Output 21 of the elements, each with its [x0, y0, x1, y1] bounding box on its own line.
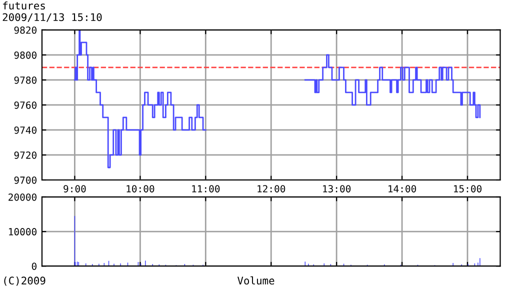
y-tick-label: 9740 — [14, 126, 36, 134]
x-tick-label: 13:00 — [323, 185, 351, 192]
chart-title: futures — [3, 1, 45, 10]
y-tick-label: 20000 — [8, 193, 36, 201]
x-tick-label: 9:00 — [64, 185, 86, 192]
x-tick-label: 14:00 — [388, 185, 416, 192]
x-axis-title: Volume — [237, 276, 274, 285]
text: (C)2009 — [4, 276, 46, 286]
x-tick-label: 15:00 — [454, 185, 482, 192]
x-tick-label: 10:00 — [126, 185, 154, 192]
x-tick-label: 11:00 — [192, 185, 220, 192]
x-tick-label: 12:00 — [258, 185, 286, 192]
y-tick-label: 9780 — [14, 76, 36, 84]
y-tick-label: 9760 — [14, 101, 36, 109]
y-tick-label: 9720 — [14, 151, 36, 159]
y-tick-label: 9820 — [14, 26, 36, 34]
y-tick-label: 10000 — [9, 228, 36, 236]
y-tick-label: 9800 — [14, 51, 36, 59]
y-tick-label: 0 — [32, 262, 36, 270]
chart-subtitle: 2009/11/13 15:10 — [2, 13, 102, 22]
y-tick-label: 9700 — [14, 176, 36, 184]
